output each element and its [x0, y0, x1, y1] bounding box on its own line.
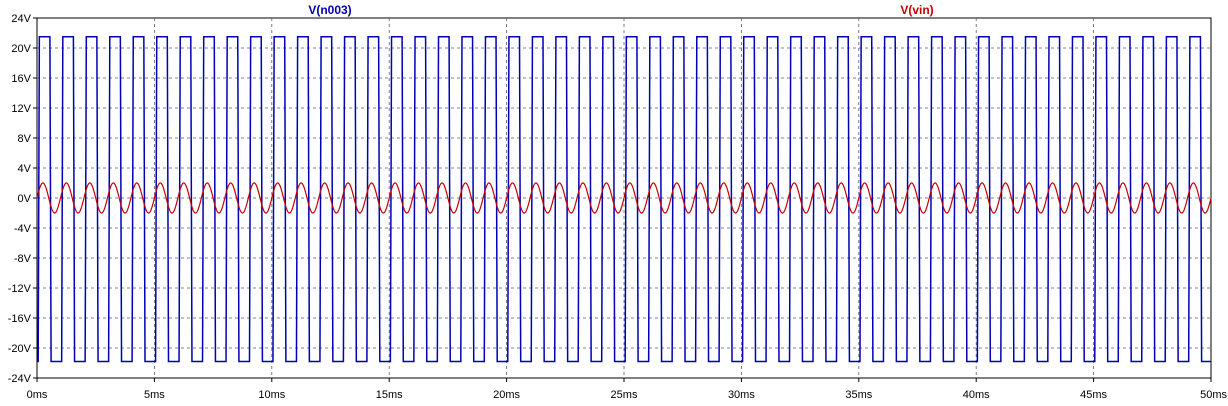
- x-tick-label: 20ms: [493, 389, 520, 401]
- x-tick-label: 25ms: [611, 389, 638, 401]
- legend-entry: V(n003): [308, 3, 351, 17]
- x-tick-label: 5ms: [144, 389, 165, 401]
- x-tick-labels: 0ms 5ms 10ms 15ms 20ms 25ms 30ms 35ms 40ms 45ms 50…: [27, 389, 1228, 401]
- x-tick-label: 50ms: [1200, 389, 1227, 401]
- x-tick-label: 30ms: [728, 389, 755, 401]
- y-tick-label: -20V: [8, 343, 32, 355]
- x-tick-label: 40ms: [963, 389, 990, 401]
- x-tick-label: 0ms: [27, 389, 48, 401]
- y-tick-label: -24V: [8, 373, 32, 385]
- x-tick-label: 10ms: [258, 389, 285, 401]
- y-tick-label: -4V: [14, 223, 32, 235]
- y-tick-label: 20V: [11, 43, 31, 55]
- y-tick-label: 16V: [11, 73, 31, 85]
- y-tick-label: -8V: [14, 253, 32, 265]
- legend: V(n003) V(vin): [308, 3, 933, 17]
- y-tick-label: 12V: [11, 103, 31, 115]
- y-tick-labels: 24V 20V 16V 12V 8V 4V 0V -4V -8V -12V -16V -20V -24V: [8, 13, 32, 385]
- x-tick-label: 35ms: [845, 389, 872, 401]
- y-tick-label: -12V: [8, 283, 32, 295]
- legend-entry: V(vin): [900, 3, 933, 17]
- x-tick-label: 15ms: [376, 389, 403, 401]
- y-tick-label: 8V: [18, 133, 32, 145]
- y-tick-label: 0V: [18, 193, 32, 205]
- y-tick-label: -16V: [8, 313, 32, 325]
- x-tick-label: 45ms: [1080, 389, 1107, 401]
- y-tick-label: 4V: [18, 163, 32, 175]
- y-tick-label: 24V: [11, 13, 31, 25]
